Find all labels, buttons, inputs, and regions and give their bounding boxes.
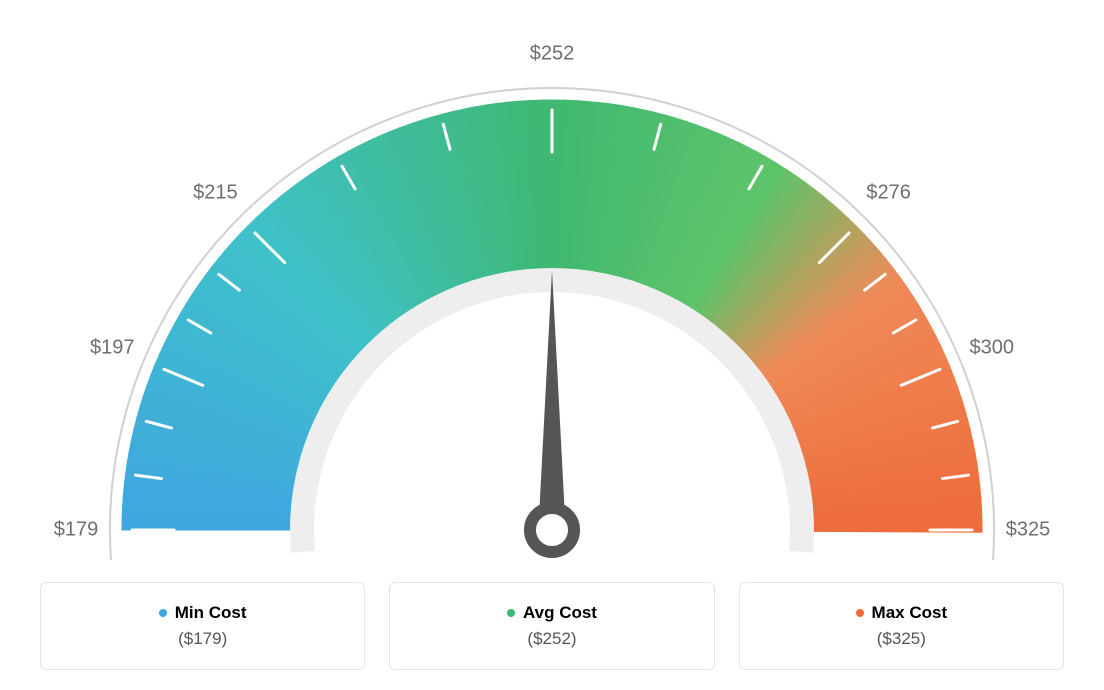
gauge-tick-label: $252 [530,43,575,66]
legend-card-avg: Avg Cost ($252) [389,582,714,670]
gauge-tick-label: $276 [866,182,911,205]
cost-gauge: $179 $197 $215 $252 $276 $300 $325 [0,0,1104,560]
legend-label-max: Max Cost [872,603,948,623]
gauge-svg [0,0,1104,560]
gauge-tick-label: $215 [193,182,238,205]
gauge-tick-label: $300 [970,336,1015,359]
legend-value-avg: ($252) [527,629,576,649]
gauge-tick-label: $179 [54,519,99,542]
legend-label-min: Min Cost [175,603,247,623]
legend-label-avg: Avg Cost [523,603,597,623]
legend-dot-avg [507,609,515,617]
legend-dot-max [856,609,864,617]
legend-row: Min Cost ($179) Avg Cost ($252) Max Cost… [40,582,1064,670]
legend-card-min: Min Cost ($179) [40,582,365,670]
gauge-tick-label: $197 [90,336,135,359]
legend-dot-min [159,609,167,617]
gauge-tick-label: $325 [1006,519,1051,542]
legend-card-max: Max Cost ($325) [739,582,1064,670]
legend-value-min: ($179) [178,629,227,649]
legend-value-max: ($325) [877,629,926,649]
